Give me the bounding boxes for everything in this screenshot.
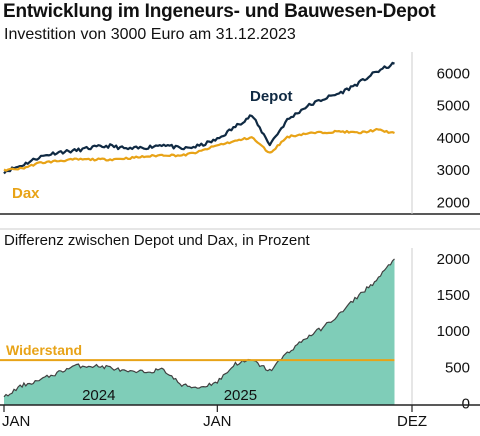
bottom-y-tick-label: 1000 [437,323,470,340]
x-tick-label: DEZ [397,413,427,430]
top-y-tick-label: 4000 [437,130,470,147]
year-label-2025: 2025 [224,387,257,404]
chart-subtitle: Investition von 3000 Euro am 31.12.2023 [4,26,296,43]
top-y-tick-label: 5000 [437,98,470,115]
bottom-y-tick-label: 500 [445,359,470,376]
bottom-y-tick-label: 1500 [437,287,470,304]
year-label-2024: 2024 [82,387,115,404]
top-y-tick-label: 3000 [437,162,470,179]
difference-area [4,258,395,405]
difference-line [3,258,395,398]
series-label-dax: Dax [12,185,40,202]
top-y-tick-label: 2000 [437,194,470,211]
series-line-dax [3,127,395,172]
series-line-depot [3,61,395,175]
series-label-depot: Depot [250,88,293,105]
x-tick-label: JAN [2,413,30,430]
chart-title: Entwicklung im Ingeneurs- und Bauwesen-D… [3,1,436,22]
difference-chart-title: Differenz zwischen Depot und Dax, in Pro… [4,232,310,249]
top-y-tick-label: 6000 [437,65,470,82]
bottom-y-tick-label: 0 [462,396,470,413]
widerstand-label: Widerstand [6,342,82,358]
bottom-y-tick-label: 2000 [437,251,470,268]
x-tick-label: JAN [203,413,231,430]
